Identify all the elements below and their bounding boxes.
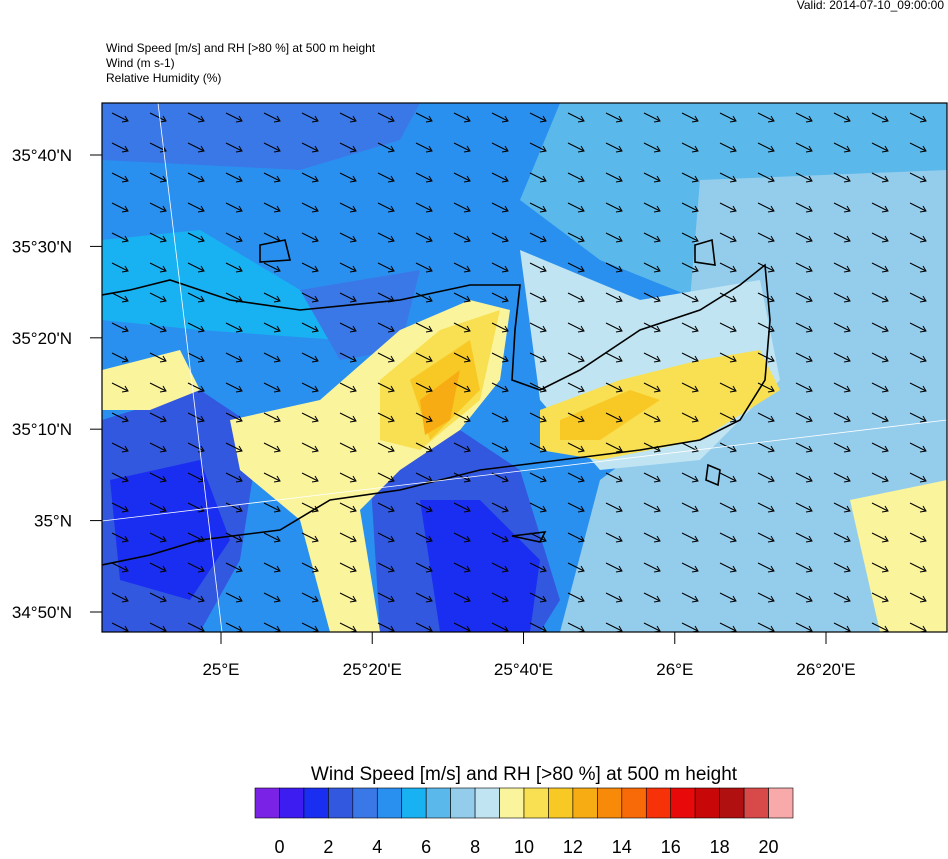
lat-label: 35°10'N xyxy=(12,420,72,439)
lon-label: 26°E xyxy=(656,660,693,679)
colorbar-tick-label: 6 xyxy=(421,837,431,854)
colorbar-tick-label: 20 xyxy=(759,837,779,854)
lat-label: 35°40'N xyxy=(12,146,72,165)
lat-label: 35°30'N xyxy=(12,237,72,256)
colorbar-swatch xyxy=(523,787,549,819)
map-field xyxy=(102,103,947,632)
colorbar-tick-label: 12 xyxy=(563,837,583,854)
colorbar-swatch xyxy=(328,787,354,819)
header-line: Wind Speed [m/s] and RH [>80 %] at 500 m… xyxy=(106,41,376,55)
lat-label: 34°50'N xyxy=(12,603,72,622)
colorbar-swatch xyxy=(401,787,427,819)
lon-label: 25°40'E xyxy=(494,660,553,679)
header-line: Relative Humidity (%) xyxy=(106,71,221,85)
colorbar-swatch xyxy=(474,787,500,819)
colorbar-swatch xyxy=(499,787,525,819)
colorbar-swatch xyxy=(450,787,476,819)
colorbar-tick-label: 10 xyxy=(514,837,534,854)
colorbar-swatch xyxy=(645,787,672,819)
colorbar-tick-label: 14 xyxy=(612,837,632,854)
colorbar-swatch xyxy=(597,787,623,819)
colorbar-swatch xyxy=(303,787,329,819)
colorbar-swatch xyxy=(254,787,280,819)
colorbar-swatch xyxy=(376,787,403,819)
colorbar-swatch xyxy=(621,787,647,819)
colorbar-tick-label: 8 xyxy=(470,837,480,854)
colorbar-tick-label: 2 xyxy=(323,837,333,854)
colorbar-tick-label: 16 xyxy=(661,837,681,854)
colorbar-swatch xyxy=(719,787,745,819)
lon-label: 25°20'E xyxy=(343,660,402,679)
lon-label: 26°20'E xyxy=(796,660,855,679)
colorbar-swatch xyxy=(743,787,769,819)
colorbar-swatch xyxy=(279,787,305,819)
map-ticks: 35°40'N 35°30'N 35°20'N 35°10'N 35°N 34°50'N 2… xyxy=(12,146,856,679)
valid-time: Valid: 2014-07-10_09:00:00 xyxy=(797,0,945,12)
colorbar-swatch xyxy=(425,787,451,819)
colorbar-swatch xyxy=(548,787,574,819)
colorbar-title: Wind Speed [m/s] and RH [>80 %] at 500 m… xyxy=(311,764,738,785)
colorbar-tick-label: 4 xyxy=(372,837,382,854)
lon-label: 25°E xyxy=(202,660,239,679)
colorbar-tick-label: 18 xyxy=(710,837,730,854)
colorbar-swatch xyxy=(572,787,598,819)
colorbar-swatch xyxy=(670,787,696,819)
colorbar-swatch xyxy=(768,787,794,819)
lat-label: 35°20'N xyxy=(12,329,72,348)
map-frame xyxy=(101,102,948,633)
lat-label: 35°N xyxy=(34,512,72,531)
colorbar: Wind Speed [m/s] and RH [>80 %] at 500 m… xyxy=(254,764,794,857)
header-line: Wind (m s-1) xyxy=(106,56,175,70)
colorbar-swatch xyxy=(694,787,720,819)
colorbar-swatch xyxy=(352,787,378,819)
colorbar-tick-label: 0 xyxy=(274,837,284,854)
